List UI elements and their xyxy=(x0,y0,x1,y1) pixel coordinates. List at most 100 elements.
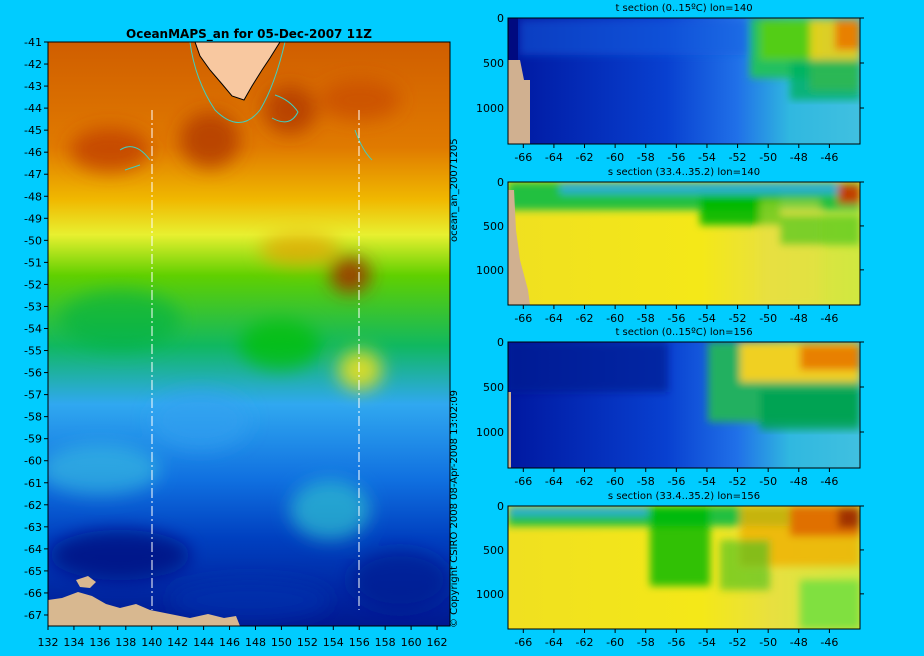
section-field xyxy=(508,18,860,144)
section-x-tick-label: -64 xyxy=(545,636,563,649)
map-y-tick-label: -53 xyxy=(24,300,42,313)
section-frame xyxy=(507,505,861,630)
map-y-tick-label: -58 xyxy=(24,411,42,424)
map-x-tick-label: 150 xyxy=(271,636,292,649)
section-y-tick-label: 500 xyxy=(483,381,504,394)
section-x-tick-label: -46 xyxy=(820,636,838,649)
section-x-tick-label: -50 xyxy=(759,151,777,164)
section-x-tick-label: -64 xyxy=(545,475,563,488)
run-id-label: ocean_an_20071205 xyxy=(449,138,460,242)
section-x-tick-label: -60 xyxy=(606,636,624,649)
section-x-tick-label: -56 xyxy=(667,151,685,164)
section-x-tick-label: -52 xyxy=(729,312,747,325)
antarctica-landmass xyxy=(76,576,96,588)
map-y-tick-label: -50 xyxy=(24,234,42,247)
section-x-tick-label: -46 xyxy=(820,475,838,488)
copyright-label: © Copyright CSIRO 2008 08-Apr-2008 13:02… xyxy=(449,390,460,628)
section-x-tick-label: -56 xyxy=(667,475,685,488)
section-x-tick-label: -50 xyxy=(759,312,777,325)
map-x-axis: 132 134 136 138 140 142 144 146 148 150 152 154 156 1… xyxy=(38,626,448,649)
section-x-tick-label: -56 xyxy=(667,636,685,649)
coast-contour xyxy=(189,42,286,123)
section-x-tick-label: -66 xyxy=(514,151,532,164)
section-x-tick-label: -62 xyxy=(576,151,594,164)
section-y-tick-label: 0 xyxy=(497,336,504,349)
section-x-tick-label: -52 xyxy=(729,475,747,488)
section-title: s section (33.4..35.2) lon=140 xyxy=(608,167,760,178)
section-x-tick-label: -48 xyxy=(790,475,808,488)
map-x-tick-label: 154 xyxy=(323,636,344,649)
section-land xyxy=(508,60,530,144)
section-field xyxy=(508,506,860,629)
section-frame xyxy=(507,17,861,145)
map-y-tick-label: -47 xyxy=(24,168,42,181)
section-y-tick-label: 500 xyxy=(483,57,504,70)
section-x-tick-label: -52 xyxy=(729,636,747,649)
section-x-tick-label: -58 xyxy=(637,151,655,164)
section-title: t section (0..15ºC) lon=156 xyxy=(615,327,752,338)
map-y-tick-label: -64 xyxy=(24,543,42,556)
section-x-tick-label: -54 xyxy=(698,312,716,325)
section-x-tick-label: -52 xyxy=(729,151,747,164)
map-x-tick-label: 146 xyxy=(219,636,240,649)
map-y-tick-label: -55 xyxy=(24,345,42,358)
section-x-tick-label: -48 xyxy=(790,636,808,649)
section-y-tick-label: 500 xyxy=(483,544,504,557)
section-frame xyxy=(507,181,861,306)
map-x-tick-label: 134 xyxy=(63,636,84,649)
section-title: s section (33.4..35.2) lon=156 xyxy=(608,491,760,502)
section-x-tick-label: -64 xyxy=(545,312,563,325)
map-y-tick-label: -44 xyxy=(24,102,42,115)
section-y-tick-label: 1000 xyxy=(476,264,504,277)
section-field xyxy=(508,182,860,305)
section-x-tick-label: -66 xyxy=(514,475,532,488)
section-y-tick-label: 500 xyxy=(483,220,504,233)
section-x-tick-label: -58 xyxy=(637,312,655,325)
map-x-tick-label: 138 xyxy=(115,636,136,649)
map-x-tick-label: 144 xyxy=(193,636,214,649)
map-y-tick-label: -51 xyxy=(24,256,42,269)
map-x-tick-label: 152 xyxy=(297,636,318,649)
map-x-tick-label: 132 xyxy=(38,636,59,649)
map-y-tick-label: -45 xyxy=(24,124,42,137)
section-x-tick-label: -66 xyxy=(514,636,532,649)
map-y-tick-label: -63 xyxy=(24,521,42,534)
map-y-tick-label: -42 xyxy=(24,58,42,71)
map-y-tick-label: -60 xyxy=(24,455,42,468)
section-y-tick-label: 1000 xyxy=(476,102,504,115)
map-y-axis: -41 -42 -43 -44 -45 -46 -47 -48 -49 -50 -51 -52 -53 -… xyxy=(24,36,48,622)
section-x-tick-label: -62 xyxy=(576,475,594,488)
map-y-tick-label: -59 xyxy=(24,433,42,446)
section-y-tick-label: 0 xyxy=(497,176,504,189)
section-land xyxy=(508,190,530,305)
map-y-tick-label: -57 xyxy=(24,389,42,402)
section-y-tick-label: 1000 xyxy=(476,426,504,439)
tasmania-landmass xyxy=(194,42,281,101)
section-x-tick-label: -48 xyxy=(790,151,808,164)
section-field xyxy=(508,342,860,468)
map-x-tick-label: 160 xyxy=(401,636,422,649)
map-y-tick-label: -66 xyxy=(24,587,42,600)
coast-contour xyxy=(119,129,373,171)
section-x-tick-label: -64 xyxy=(545,151,563,164)
map-title: OceanMAPS_an for 05-Dec-2007 11Z xyxy=(126,27,372,42)
section-x-tick-label: -58 xyxy=(637,636,655,649)
map-field xyxy=(48,42,450,626)
section-frame xyxy=(507,341,861,469)
map-x-tick-label: 136 xyxy=(89,636,110,649)
section-x-tick-label: -56 xyxy=(667,312,685,325)
section-x-tick-label: -62 xyxy=(576,312,594,325)
section-x-tick-label: -54 xyxy=(698,636,716,649)
map-y-tick-label: -48 xyxy=(24,190,42,203)
map-y-tick-label: -41 xyxy=(24,36,42,49)
section-axes: -66 -64 -62 -60 -58 -56 -54 -52 -50 -48 -46 0 500 100… xyxy=(476,12,864,649)
map-y-tick-label: -49 xyxy=(24,212,42,225)
section-x-tick-label: -50 xyxy=(759,475,777,488)
map-y-tick-label: -61 xyxy=(24,477,42,490)
section-x-tick-label: -66 xyxy=(514,312,532,325)
section-x-tick-label: -60 xyxy=(606,312,624,325)
map-y-tick-label: -62 xyxy=(24,499,42,512)
map-x-tick-label: 158 xyxy=(375,636,396,649)
section-title: t section (0..15ºC) lon=140 xyxy=(615,3,752,14)
